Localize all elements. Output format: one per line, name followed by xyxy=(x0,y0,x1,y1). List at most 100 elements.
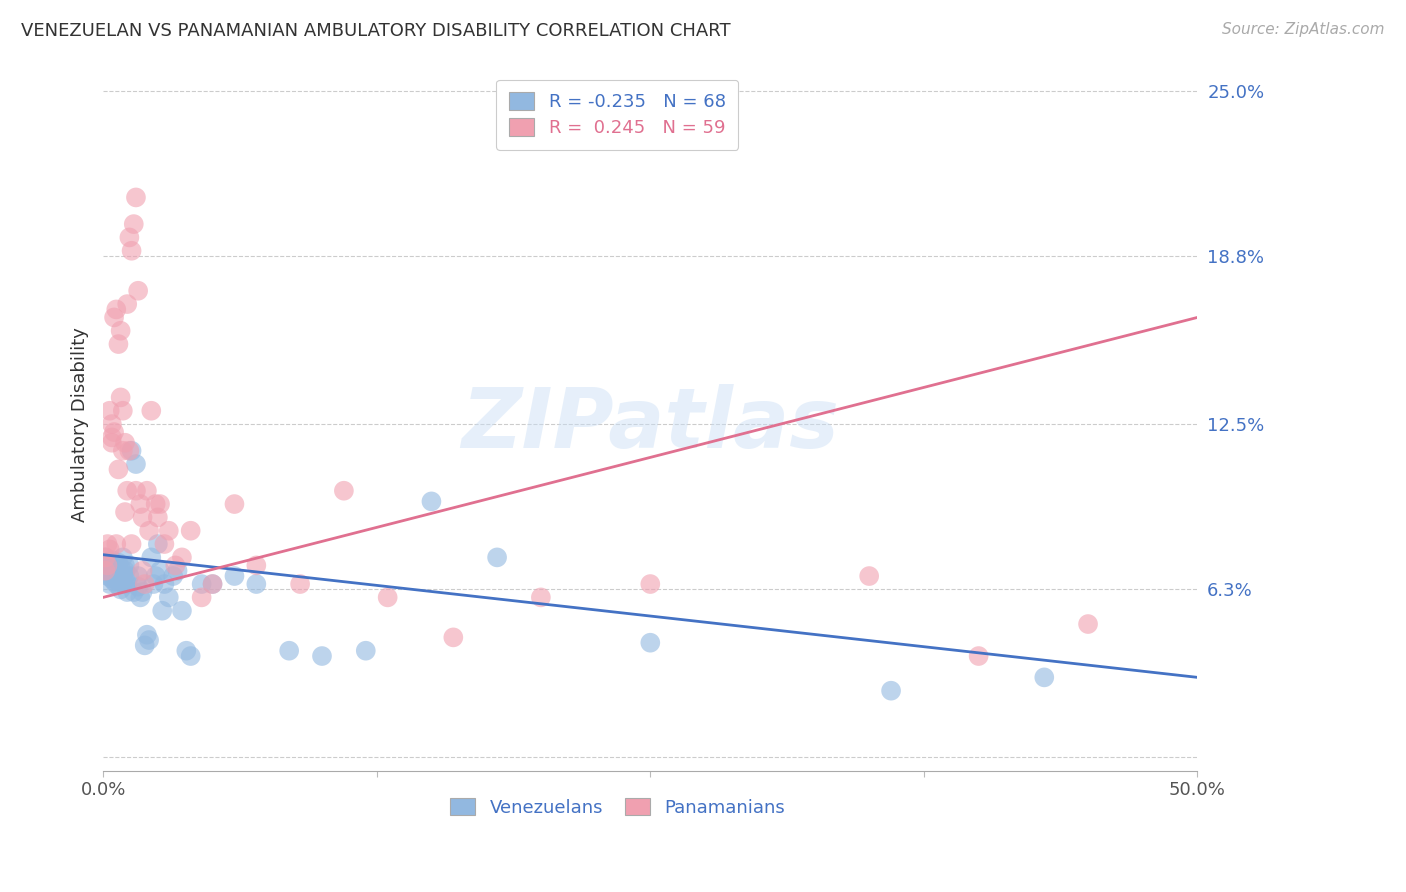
Point xyxy=(180,648,202,663)
Point xyxy=(107,564,129,578)
Point xyxy=(103,425,125,439)
Point xyxy=(157,524,180,538)
Point xyxy=(131,564,153,578)
Point xyxy=(111,577,134,591)
Point xyxy=(96,569,118,583)
Point xyxy=(114,564,136,578)
Point xyxy=(157,591,180,605)
Point xyxy=(127,580,149,594)
Point xyxy=(125,483,148,498)
Point xyxy=(127,569,149,583)
Point xyxy=(640,577,662,591)
Point xyxy=(180,524,202,538)
Point xyxy=(354,643,377,657)
Point xyxy=(145,497,167,511)
Point xyxy=(98,542,121,557)
Point xyxy=(98,403,121,417)
Point xyxy=(170,604,193,618)
Point xyxy=(138,524,160,538)
Point xyxy=(115,585,138,599)
Point xyxy=(114,505,136,519)
Point xyxy=(105,577,128,591)
Point xyxy=(150,604,173,618)
Point xyxy=(96,558,118,573)
Point xyxy=(105,558,128,573)
Point xyxy=(166,564,188,578)
Legend: Venezuelans, Panamanians: Venezuelans, Panamanians xyxy=(443,791,793,824)
Point xyxy=(245,577,267,591)
Point xyxy=(121,443,143,458)
Point xyxy=(110,566,132,581)
Point xyxy=(121,244,143,258)
Point xyxy=(111,403,134,417)
Point xyxy=(146,510,169,524)
Point xyxy=(129,591,152,605)
Point xyxy=(201,577,224,591)
Point xyxy=(98,577,121,591)
Point xyxy=(110,561,132,575)
Point xyxy=(96,537,118,551)
Point xyxy=(101,572,124,586)
Text: VENEZUELAN VS PANAMANIAN AMBULATORY DISABILITY CORRELATION CHART: VENEZUELAN VS PANAMANIAN AMBULATORY DISA… xyxy=(21,22,731,40)
Point xyxy=(107,337,129,351)
Point xyxy=(125,457,148,471)
Point xyxy=(288,577,311,591)
Point xyxy=(190,591,212,605)
Point xyxy=(1033,670,1056,684)
Text: Source: ZipAtlas.com: Source: ZipAtlas.com xyxy=(1222,22,1385,37)
Point xyxy=(176,643,198,657)
Point xyxy=(153,537,176,551)
Point xyxy=(101,417,124,431)
Point xyxy=(333,483,356,498)
Point xyxy=(110,582,132,597)
Point xyxy=(131,510,153,524)
Point xyxy=(377,591,399,605)
Point xyxy=(125,190,148,204)
Point xyxy=(127,284,149,298)
Point xyxy=(115,483,138,498)
Point xyxy=(118,558,141,573)
Point xyxy=(118,443,141,458)
Point xyxy=(110,324,132,338)
Point xyxy=(122,217,145,231)
Point xyxy=(967,648,990,663)
Point xyxy=(135,628,157,642)
Point xyxy=(94,550,117,565)
Point xyxy=(162,569,184,583)
Point xyxy=(121,537,143,551)
Point xyxy=(101,566,124,581)
Point xyxy=(101,435,124,450)
Point xyxy=(94,564,117,578)
Point xyxy=(122,585,145,599)
Point xyxy=(129,497,152,511)
Point xyxy=(170,550,193,565)
Point xyxy=(441,631,464,645)
Point xyxy=(145,569,167,583)
Point xyxy=(135,483,157,498)
Point xyxy=(880,683,903,698)
Point xyxy=(640,636,662,650)
Point xyxy=(530,591,553,605)
Point xyxy=(165,558,187,573)
Point xyxy=(107,556,129,570)
Point xyxy=(131,585,153,599)
Point xyxy=(115,297,138,311)
Point xyxy=(105,569,128,583)
Point xyxy=(420,494,443,508)
Point xyxy=(201,577,224,591)
Point xyxy=(190,577,212,591)
Point xyxy=(115,577,138,591)
Point xyxy=(134,577,156,591)
Point xyxy=(111,569,134,583)
Point xyxy=(98,561,121,575)
Point xyxy=(1077,617,1099,632)
Point xyxy=(101,430,124,444)
Point xyxy=(141,550,163,565)
Point xyxy=(98,556,121,570)
Point xyxy=(107,462,129,476)
Point xyxy=(311,648,333,663)
Point xyxy=(103,574,125,589)
Point xyxy=(858,569,880,583)
Point xyxy=(486,550,509,565)
Point xyxy=(114,569,136,583)
